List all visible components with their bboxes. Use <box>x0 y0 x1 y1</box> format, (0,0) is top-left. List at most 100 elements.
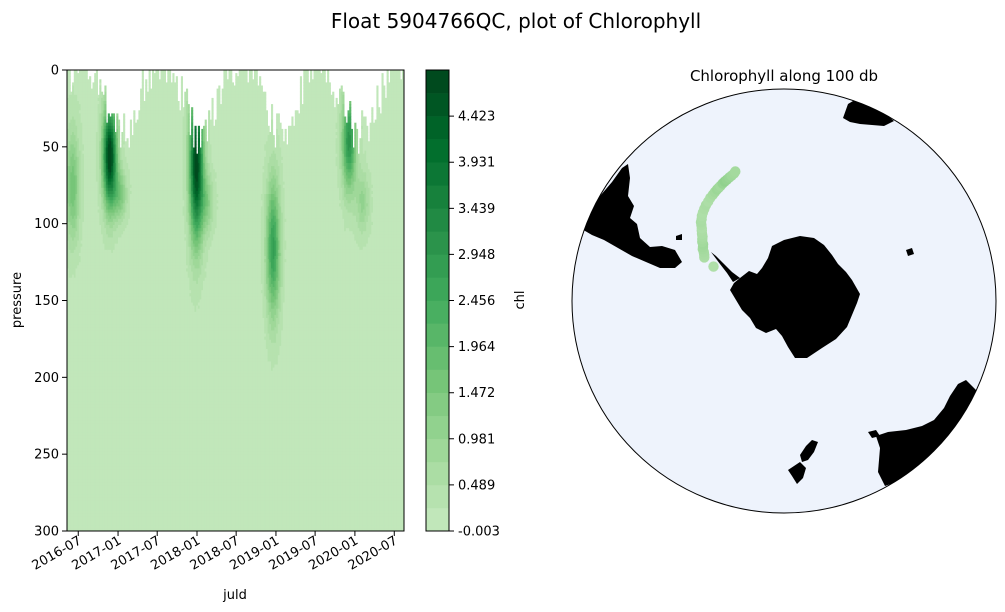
contour-cell <box>77 76 80 80</box>
contour-cell <box>68 283 71 288</box>
contour-cell <box>99 454 102 458</box>
contour-cell <box>72 311 75 316</box>
contour-cell <box>89 184 92 189</box>
contour-cell <box>73 339 76 344</box>
contour-cell <box>99 163 102 167</box>
contour-cell <box>87 516 90 520</box>
contour-cell <box>92 225 95 229</box>
contour-cell <box>101 141 104 145</box>
contour-cell <box>68 321 71 325</box>
contour-cell <box>89 454 92 458</box>
contour-cell <box>87 243 90 248</box>
contour-cell <box>67 423 70 427</box>
contour-cell <box>68 256 71 260</box>
contour-cell <box>72 460 75 465</box>
contour-cell <box>72 525 75 530</box>
contour-cell <box>73 367 76 372</box>
contour-cell <box>97 373 100 378</box>
contour-cell <box>84 249 87 254</box>
contour-cell <box>80 252 83 257</box>
contour-cell <box>99 404 102 409</box>
contour-cell <box>67 473 70 477</box>
contour-cell <box>97 392 100 396</box>
contour-cell <box>85 181 88 186</box>
contour-cell <box>97 153 100 158</box>
contour-cell <box>72 243 75 248</box>
contour-cell <box>95 128 98 133</box>
contour-cell <box>73 240 76 244</box>
contour-cell <box>68 336 71 341</box>
contour-cell <box>97 184 100 189</box>
contour-cell <box>99 221 102 226</box>
contour-cell <box>75 135 78 139</box>
contour-cell <box>87 88 90 93</box>
contour-cell <box>94 287 97 291</box>
contour-cell <box>90 144 93 148</box>
contour-cell <box>75 178 78 182</box>
contour-cell <box>77 485 80 489</box>
contour-cell <box>67 342 70 347</box>
contour-cell <box>99 500 102 505</box>
contour-cell <box>99 147 102 151</box>
contour-cell <box>95 240 98 244</box>
contour-cell <box>82 259 85 263</box>
contour-cell <box>70 321 73 325</box>
contour-cell <box>77 314 80 319</box>
contour-cell <box>72 336 75 341</box>
contour-cell <box>80 271 83 275</box>
contour-cell <box>99 268 102 272</box>
contour-cell <box>90 147 93 151</box>
contour-cell <box>78 355 81 359</box>
contour-cell <box>89 237 92 241</box>
contour-cell <box>99 178 102 182</box>
contour-cell <box>73 187 76 192</box>
contour-cell <box>67 513 70 517</box>
contour-cell <box>84 516 87 520</box>
contour-cell <box>75 516 78 520</box>
contour-cell <box>92 110 95 114</box>
contour-cell <box>78 209 81 213</box>
contour-cell <box>85 209 88 213</box>
contour-cell <box>75 190 78 195</box>
contour-cell <box>70 265 73 269</box>
contour-cell <box>80 401 83 406</box>
contour-cell <box>70 504 73 508</box>
contour-cell <box>75 184 78 189</box>
contour-cell <box>73 271 76 275</box>
contour-cell <box>87 336 90 341</box>
contour-cell <box>78 513 81 517</box>
contour-cell <box>73 516 76 520</box>
contour-cell <box>78 342 81 347</box>
contour-cell <box>75 463 78 468</box>
contour-cell <box>80 277 83 282</box>
contour-cell <box>75 376 78 381</box>
contour-cell <box>73 144 76 148</box>
contour-cell <box>73 500 76 505</box>
contour-cell <box>87 479 90 483</box>
contour-cell <box>89 156 92 161</box>
contour-cell <box>89 345 92 350</box>
contour-cell <box>95 97 98 102</box>
contour-cell <box>78 451 81 455</box>
contour-cell <box>92 448 95 452</box>
contour-cell <box>97 522 100 527</box>
contour-cell <box>75 311 78 316</box>
contour-cell <box>73 349 76 353</box>
contour-cell <box>84 132 87 136</box>
contour-cell <box>77 122 80 127</box>
contour-cell <box>92 85 95 89</box>
contour-cell <box>67 159 70 164</box>
contour-cell <box>72 97 75 102</box>
contour-cell <box>82 513 85 517</box>
contour-cell <box>92 231 95 235</box>
contour-cell <box>87 271 90 275</box>
contour-cell <box>80 494 83 499</box>
contour-cell <box>89 485 92 489</box>
contour-cell <box>72 454 75 458</box>
contour-cell <box>90 442 93 446</box>
contour-cell <box>90 249 93 254</box>
contour-cell <box>89 135 92 139</box>
contour-cell <box>75 277 78 282</box>
contour-cell <box>85 128 88 133</box>
contour-cell <box>78 367 81 372</box>
